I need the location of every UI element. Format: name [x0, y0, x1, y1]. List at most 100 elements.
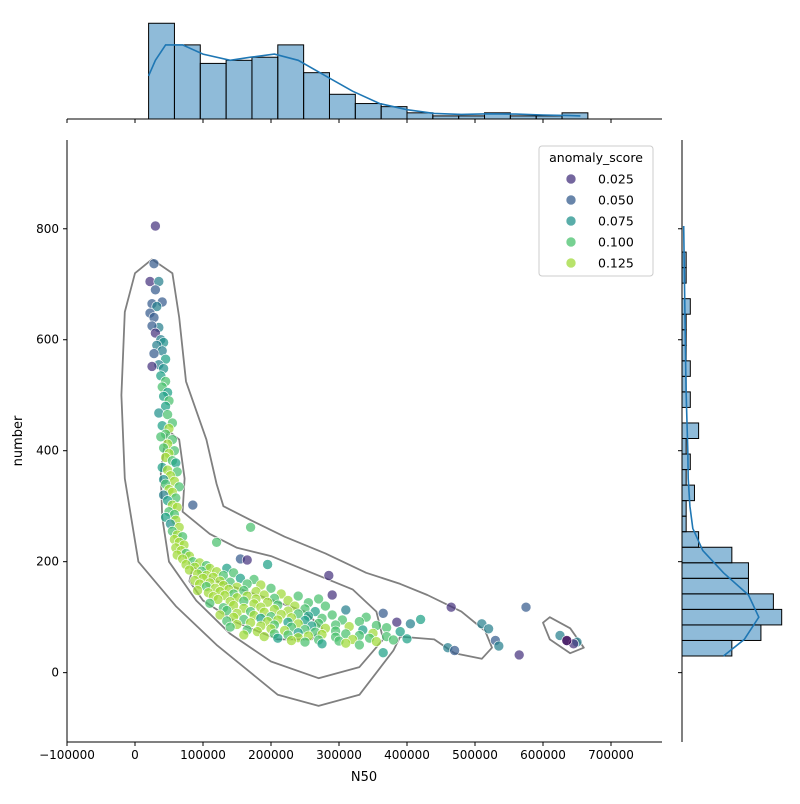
top-hist-bar	[148, 22, 175, 120]
legend-label: 0.075	[598, 214, 634, 229]
top-hist-bar	[277, 44, 305, 120]
scatter-point	[170, 457, 182, 469]
x-axis-label: N50	[351, 770, 377, 785]
scatter-point	[245, 521, 256, 533]
scatter-point	[401, 633, 413, 645]
scatter-point	[381, 622, 392, 634]
y-tick-label: 0	[51, 666, 59, 680]
scatter-point	[415, 614, 426, 625]
top-hist-bar	[303, 72, 330, 120]
scatter-point	[148, 258, 160, 270]
scatter-point	[238, 629, 250, 641]
legend-marker	[565, 215, 577, 227]
scatter-point	[340, 637, 352, 649]
right-hist-bar	[681, 469, 687, 486]
scatter-point	[449, 645, 460, 656]
right-marginal-histogram	[678, 140, 783, 742]
scatter-point	[282, 595, 294, 606]
scatter-point	[371, 636, 382, 647]
scatter-point	[204, 597, 216, 609]
right-hist-bar	[681, 608, 783, 626]
scatter-point	[388, 634, 399, 646]
legend-label: 0.100	[598, 235, 634, 250]
scatter-point	[292, 590, 304, 602]
y-tick-label: 600	[36, 333, 59, 347]
scatter-point	[146, 361, 158, 372]
y-tick-label: 200	[36, 555, 59, 569]
scatter-point	[155, 431, 167, 443]
scatter-point	[286, 635, 297, 646]
top-hist-bar	[354, 103, 382, 120]
y-tick-label: 400	[36, 444, 59, 458]
y-tick-label: 800	[36, 222, 59, 236]
right-hist-bar	[681, 500, 687, 517]
scatter-point	[265, 582, 277, 594]
right-hist-bar	[681, 593, 774, 610]
x-tick-label: 0	[131, 748, 139, 762]
legend-marker	[565, 194, 577, 206]
scatter-point	[340, 604, 352, 616]
y-axis-label: number	[11, 415, 26, 466]
right-hist-bar	[681, 562, 749, 579]
scatter-point	[323, 570, 335, 581]
right-hist-bar	[681, 515, 687, 533]
x-tick-label: 500000	[452, 748, 498, 762]
top-hist-bar	[225, 59, 253, 120]
scatter-point	[258, 631, 270, 642]
legend-marker	[565, 173, 577, 185]
main-scatter-plot: −100000 0 100000 200000 300000 400000 500000 60…	[36, 140, 662, 762]
x-tick-label: 600000	[520, 748, 566, 762]
x-tick-label: 400000	[384, 748, 430, 762]
scatter-point	[153, 407, 165, 419]
legend-marker	[565, 236, 577, 248]
scatter-point	[354, 639, 365, 651]
scatter-point	[262, 559, 273, 570]
scatter-point	[148, 348, 160, 359]
right-hist-bar	[681, 639, 733, 657]
scatter-point	[192, 585, 203, 596]
right-hist-bar	[681, 438, 687, 455]
legend-title: anomaly_score	[549, 150, 643, 165]
top-hist-bar	[328, 93, 356, 120]
top-kde-curve	[147, 44, 581, 117]
scatter-point	[162, 409, 173, 420]
scatter-point	[405, 618, 416, 630]
scatter-point	[214, 609, 226, 621]
scatter-point	[272, 632, 284, 644]
scatter-point	[187, 499, 199, 511]
top-marginal-histogram	[66, 22, 662, 123]
scatter-point	[493, 640, 505, 652]
scatter-point	[561, 635, 573, 646]
right-hist-bar	[681, 453, 691, 471]
legend-label: 0.125	[598, 256, 634, 271]
legend-marker	[565, 257, 577, 269]
x-tick-label: 100000	[180, 748, 226, 762]
scatter-point	[520, 601, 532, 613]
x-tick-label: 300000	[316, 748, 362, 762]
scatter-point	[326, 589, 338, 601]
right-hist-bar	[681, 298, 691, 315]
top-hist-bar	[173, 44, 201, 120]
scatter-point	[313, 593, 324, 605]
scatter-point	[151, 301, 163, 312]
scatter-point	[316, 638, 328, 650]
legend: anomaly_score 0.025 0.050 0.075 0.100 0.125	[538, 145, 654, 277]
legend-label: 0.025	[598, 172, 634, 187]
scatter-point	[320, 600, 331, 612]
scatter-point	[391, 616, 403, 628]
kde-contour-1	[120, 258, 493, 707]
scatter-point	[299, 636, 311, 648]
top-hist-bar	[406, 112, 434, 120]
scatter-point	[394, 626, 406, 637]
scatter-point	[150, 220, 161, 232]
scatter-point	[483, 623, 494, 635]
scatter-point	[377, 647, 389, 659]
scatter-point	[326, 609, 338, 621]
scatter-point	[241, 554, 253, 566]
right-kde-curve	[682, 225, 760, 657]
top-hist-bar	[251, 56, 279, 120]
top-hist-bar	[199, 62, 227, 120]
scatter-point	[224, 621, 236, 633]
kde-contour-4	[542, 616, 585, 655]
